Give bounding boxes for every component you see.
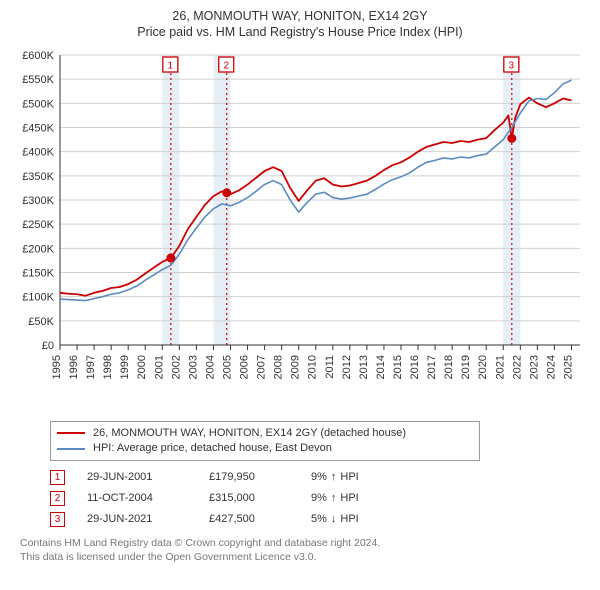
svg-text:£550K: £550K <box>22 74 54 86</box>
svg-text:2020: 2020 <box>477 355 489 379</box>
event-badge: 2 <box>50 491 65 506</box>
svg-text:3: 3 <box>509 60 515 71</box>
svg-text:2000: 2000 <box>136 355 148 379</box>
legend-swatch <box>57 432 85 434</box>
svg-text:2002: 2002 <box>170 355 182 379</box>
event-price: £179,950 <box>209 467 289 488</box>
event-diff: 5% ↓ HPI <box>311 509 359 530</box>
event-row: 3 29-JUN-2021 £427,500 5% ↓ HPI <box>50 509 590 530</box>
svg-text:2023: 2023 <box>528 355 540 379</box>
svg-text:2015: 2015 <box>392 355 404 379</box>
svg-text:£0: £0 <box>42 340 54 352</box>
svg-text:2025: 2025 <box>562 355 574 379</box>
footer-line-1: Contains HM Land Registry data © Crown c… <box>20 536 590 550</box>
event-date: 29-JUN-2001 <box>87 467 187 488</box>
svg-text:2019: 2019 <box>460 355 472 379</box>
svg-text:2005: 2005 <box>221 355 233 379</box>
title-line-1: 26, MONMOUTH WAY, HONITON, EX14 2GY <box>10 8 590 24</box>
line-chart: £0 £50K £100K £150K £200K £250K £300K £350K £400… <box>10 45 590 415</box>
chart-container: 26, MONMOUTH WAY, HONITON, EX14 2GY Pric… <box>0 0 600 568</box>
event-diff: 9% ↑ HPI <box>311 467 359 488</box>
svg-text:£150K: £150K <box>22 267 54 279</box>
event-date: 11-OCT-2004 <box>87 488 187 509</box>
svg-text:2013: 2013 <box>358 355 370 379</box>
svg-text:2022: 2022 <box>511 355 523 379</box>
svg-text:2010: 2010 <box>307 355 319 379</box>
svg-text:£100K: £100K <box>22 291 54 303</box>
svg-text:2007: 2007 <box>256 355 268 379</box>
svg-text:2014: 2014 <box>375 355 387 379</box>
svg-text:1999: 1999 <box>119 355 131 379</box>
event-row: 2 11-OCT-2004 £315,000 9% ↑ HPI <box>50 488 590 509</box>
svg-text:2003: 2003 <box>187 355 199 379</box>
svg-text:2018: 2018 <box>443 355 455 379</box>
svg-text:1997: 1997 <box>85 355 97 379</box>
svg-text:£400K: £400K <box>22 146 54 158</box>
event-badge: 1 <box>50 470 65 485</box>
svg-text:£450K: £450K <box>22 122 54 134</box>
chart-svg: £0 £50K £100K £150K £200K £250K £300K £350K £400… <box>10 45 590 415</box>
svg-text:2017: 2017 <box>426 355 438 379</box>
svg-text:£600K: £600K <box>22 50 54 62</box>
svg-text:2004: 2004 <box>204 355 216 379</box>
footer-line-2: This data is licensed under the Open Gov… <box>20 550 590 564</box>
event-badge: 3 <box>50 512 65 527</box>
event-list: 1 29-JUN-2001 £179,950 9% ↑ HPI 2 11-OCT… <box>50 467 590 530</box>
event-row: 1 29-JUN-2001 £179,950 9% ↑ HPI <box>50 467 590 488</box>
title-line-2: Price paid vs. HM Land Registry's House … <box>10 24 590 40</box>
svg-text:2011: 2011 <box>324 355 336 379</box>
svg-text:1995: 1995 <box>51 355 63 379</box>
svg-text:1998: 1998 <box>102 355 114 379</box>
svg-text:2024: 2024 <box>545 355 557 379</box>
legend: 26, MONMOUTH WAY, HONITON, EX14 2GY (det… <box>50 421 480 462</box>
arrow-up-icon: ↑ <box>331 488 337 509</box>
svg-text:2008: 2008 <box>273 355 285 379</box>
svg-text:2016: 2016 <box>409 355 421 379</box>
legend-swatch <box>57 448 85 450</box>
svg-text:£200K: £200K <box>22 243 54 255</box>
arrow-down-icon: ↓ <box>331 509 337 530</box>
svg-text:1: 1 <box>168 60 174 71</box>
event-price: £427,500 <box>209 509 289 530</box>
svg-text:£500K: £500K <box>22 98 54 110</box>
chart-title: 26, MONMOUTH WAY, HONITON, EX14 2GY Pric… <box>10 8 590 41</box>
legend-item: HPI: Average price, detached house, East… <box>57 441 473 456</box>
event-date: 29-JUN-2021 <box>87 509 187 530</box>
svg-text:£50K: £50K <box>28 315 54 327</box>
svg-text:£300K: £300K <box>22 195 54 207</box>
svg-text:1996: 1996 <box>68 355 80 379</box>
svg-text:2012: 2012 <box>341 355 353 379</box>
svg-text:2009: 2009 <box>290 355 302 379</box>
svg-text:2006: 2006 <box>239 355 251 379</box>
legend-label: HPI: Average price, detached house, East… <box>93 441 332 456</box>
legend-item: 26, MONMOUTH WAY, HONITON, EX14 2GY (det… <box>57 426 473 441</box>
footer-attribution: Contains HM Land Registry data © Crown c… <box>20 536 590 564</box>
event-price: £315,000 <box>209 488 289 509</box>
legend-label: 26, MONMOUTH WAY, HONITON, EX14 2GY (det… <box>93 426 406 441</box>
svg-text:£250K: £250K <box>22 219 54 231</box>
svg-text:2: 2 <box>223 60 229 71</box>
arrow-up-icon: ↑ <box>331 467 337 488</box>
svg-text:2001: 2001 <box>153 355 165 379</box>
svg-text:£350K: £350K <box>22 170 54 182</box>
event-diff: 9% ↑ HPI <box>311 488 359 509</box>
svg-text:2021: 2021 <box>494 355 506 379</box>
